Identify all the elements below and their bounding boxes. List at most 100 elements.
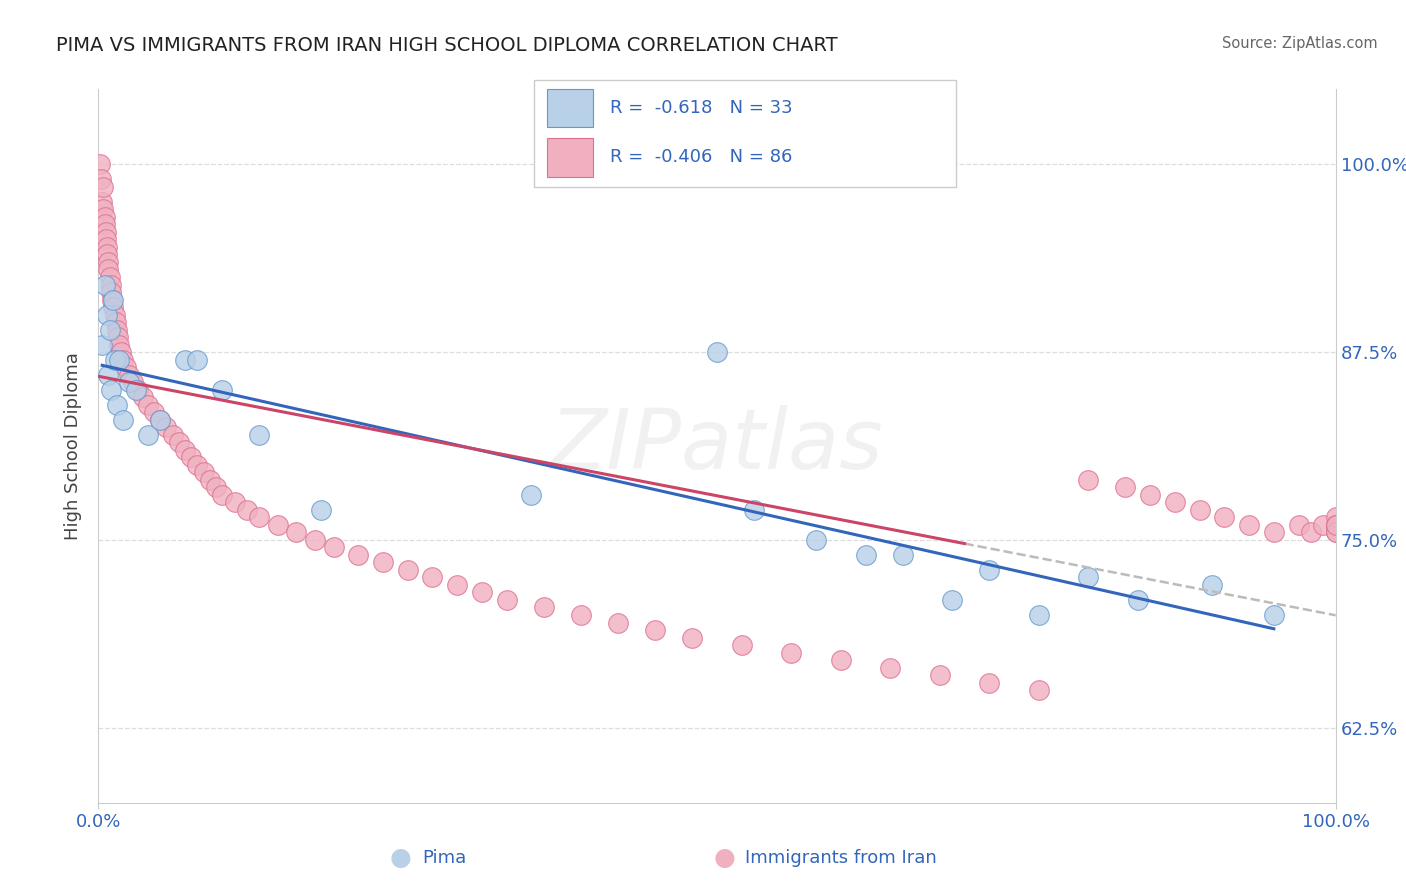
Point <box>94 232 117 246</box>
Point <box>520 488 543 502</box>
Point <box>112 352 135 367</box>
Point <box>1324 517 1347 532</box>
Point <box>644 623 666 637</box>
Point <box>309 503 332 517</box>
Point <box>1324 517 1347 532</box>
Point <box>533 600 555 615</box>
Point <box>247 427 270 442</box>
Point <box>1126 593 1149 607</box>
Point <box>98 322 121 336</box>
Point <box>132 390 155 404</box>
Point <box>891 548 914 562</box>
Point <box>90 172 112 186</box>
Point <box>205 480 228 494</box>
Point <box>607 615 630 630</box>
Text: PIMA VS IMMIGRANTS FROM IRAN HIGH SCHOOL DIPLOMA CORRELATION CHART: PIMA VS IMMIGRANTS FROM IRAN HIGH SCHOOL… <box>56 36 838 54</box>
Point <box>855 548 877 562</box>
Point <box>110 345 132 359</box>
Point <box>97 262 120 277</box>
Point <box>1114 480 1136 494</box>
Point <box>211 383 233 397</box>
Point <box>136 427 159 442</box>
Point <box>96 308 118 322</box>
Point <box>224 495 246 509</box>
Text: ●: ● <box>389 847 412 870</box>
Point <box>1312 517 1334 532</box>
Point <box>127 383 149 397</box>
Point <box>731 638 754 652</box>
Point <box>112 413 135 427</box>
Point <box>167 435 190 450</box>
Point <box>422 570 444 584</box>
Point <box>706 345 728 359</box>
Point <box>96 240 118 254</box>
Bar <box>547 138 593 177</box>
Point <box>780 646 803 660</box>
Point <box>1324 517 1347 532</box>
Point <box>98 270 121 285</box>
Text: ZIPatlas: ZIPatlas <box>550 406 884 486</box>
Point <box>1288 517 1310 532</box>
Point <box>108 352 131 367</box>
Point <box>1237 517 1260 532</box>
Point <box>1201 578 1223 592</box>
Point <box>91 337 114 351</box>
Point <box>93 277 115 292</box>
Point <box>1077 570 1099 584</box>
Point <box>1213 510 1236 524</box>
Point <box>247 510 270 524</box>
Point <box>1188 503 1211 517</box>
Point <box>122 375 145 389</box>
Point <box>118 368 141 382</box>
Point <box>1077 473 1099 487</box>
Point <box>174 442 197 457</box>
Bar <box>547 89 593 128</box>
Point <box>155 420 177 434</box>
Point <box>100 383 122 397</box>
Point <box>347 548 370 562</box>
Point <box>1263 607 1285 622</box>
Point <box>979 563 1001 577</box>
Point <box>267 517 290 532</box>
Point <box>396 563 419 577</box>
Point <box>97 255 120 269</box>
Point <box>104 315 127 329</box>
Text: R =  -0.618   N = 33: R = -0.618 N = 33 <box>610 99 793 117</box>
Point <box>100 285 122 299</box>
Point <box>1028 607 1050 622</box>
Point <box>105 398 128 412</box>
Point <box>89 157 111 171</box>
Point <box>186 352 208 367</box>
Point <box>114 360 136 375</box>
Point <box>1028 683 1050 698</box>
Point <box>285 525 308 540</box>
Point <box>103 293 125 307</box>
Point <box>371 556 394 570</box>
Point <box>93 218 115 232</box>
Text: Immigrants from Iran: Immigrants from Iran <box>745 849 936 867</box>
Point <box>928 668 950 682</box>
Point <box>471 585 494 599</box>
Point <box>1164 495 1187 509</box>
Point <box>105 322 128 336</box>
Point <box>681 631 703 645</box>
Point <box>1324 510 1347 524</box>
Point <box>93 202 115 217</box>
Point <box>103 308 125 322</box>
Point <box>180 450 202 465</box>
Point <box>569 607 592 622</box>
Point <box>304 533 326 547</box>
Point <box>193 465 215 479</box>
Point <box>100 277 122 292</box>
Text: ●: ● <box>713 847 735 870</box>
Point <box>1324 525 1347 540</box>
Point <box>941 593 963 607</box>
Point <box>979 675 1001 690</box>
Point <box>211 488 233 502</box>
Point <box>93 179 115 194</box>
Point <box>103 352 125 367</box>
Point <box>446 578 468 592</box>
Point <box>108 337 131 351</box>
Point <box>94 225 117 239</box>
Point <box>97 368 120 382</box>
